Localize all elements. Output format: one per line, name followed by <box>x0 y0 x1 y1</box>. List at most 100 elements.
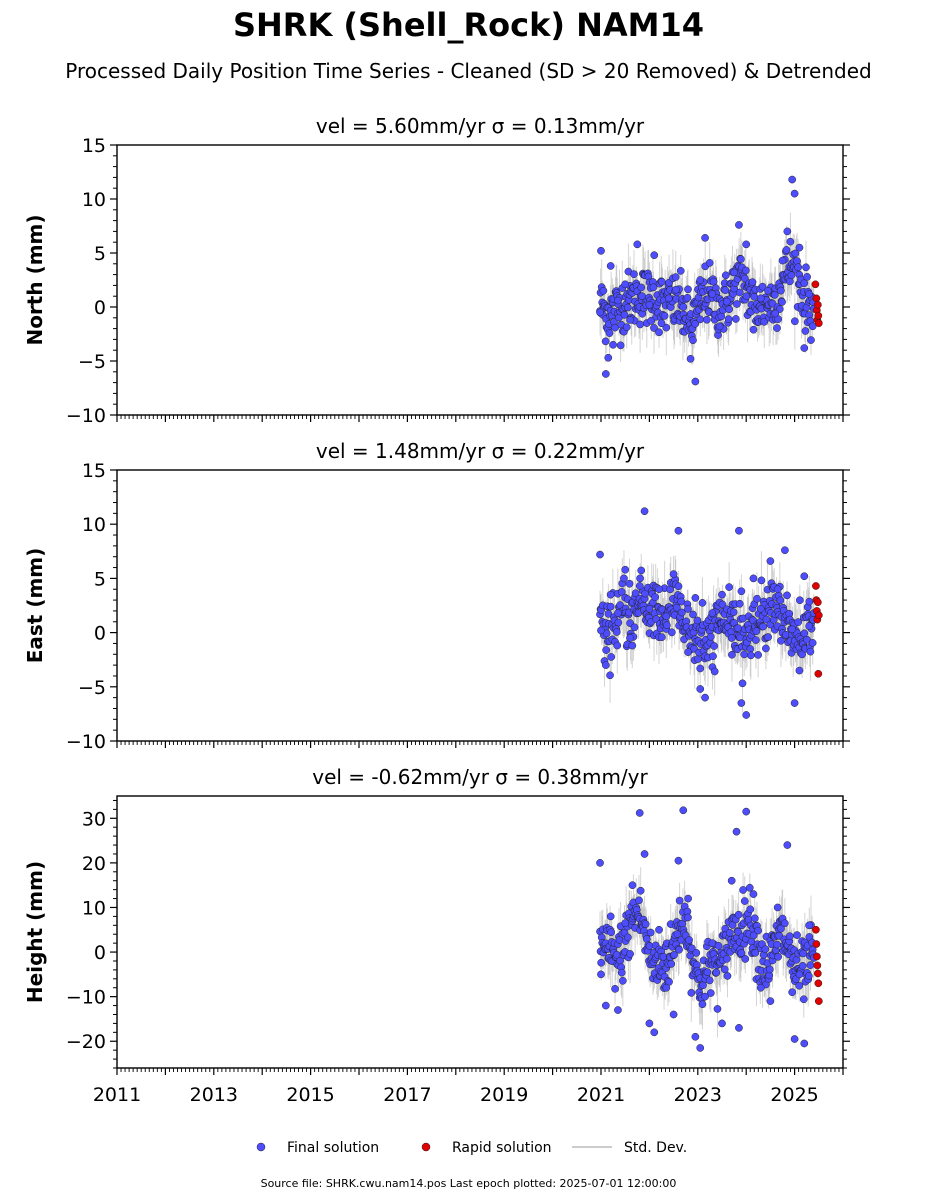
final-point <box>724 315 733 324</box>
final-point <box>617 588 626 596</box>
final-point <box>696 685 705 693</box>
final-point <box>739 886 747 894</box>
final-point <box>791 249 800 258</box>
final-point <box>725 583 734 591</box>
final-point <box>650 251 659 260</box>
chart-subtitle: Processed Daily Position Time Series - C… <box>65 59 871 83</box>
x-tick-label: 2015 <box>286 1084 334 1106</box>
final-point <box>624 303 632 312</box>
final-point <box>734 910 743 919</box>
final-point <box>636 886 645 895</box>
final-point <box>766 997 775 1005</box>
final-point <box>614 618 623 627</box>
final-point <box>691 594 700 602</box>
final-point <box>657 319 666 328</box>
final-point <box>619 976 627 985</box>
y-axis-label: Height (mm) <box>23 861 47 1003</box>
final-point <box>625 579 634 588</box>
final-point <box>738 679 747 688</box>
final-point <box>674 526 683 535</box>
final-point <box>628 881 637 890</box>
final-point <box>795 666 804 675</box>
panels: vel = 5.60mm/yr σ = 0.13mm/yr North (mm) −… <box>23 114 850 1106</box>
panel-1: vel = 5.60mm/yr σ = 0.13mm/yr North (mm) −… <box>23 114 850 427</box>
final-point <box>805 921 813 930</box>
y-tick-label: 30 <box>82 808 106 830</box>
final-point <box>764 286 772 295</box>
final-point <box>601 337 610 346</box>
final-point <box>794 263 803 272</box>
final-point <box>773 324 781 332</box>
final-point <box>708 939 717 947</box>
final-point <box>774 952 782 961</box>
final-point <box>614 296 622 305</box>
legend: Final solution Rapid solution Std. Dev. <box>256 1140 687 1156</box>
final-point <box>686 354 695 363</box>
final-point <box>626 634 634 642</box>
final-point <box>800 629 809 638</box>
final-point <box>750 292 759 301</box>
final-point <box>723 972 732 980</box>
final-point <box>689 336 697 345</box>
final-point <box>607 928 616 937</box>
final-point <box>601 370 610 378</box>
final-point <box>798 962 807 970</box>
final-point <box>799 995 808 1004</box>
final-point <box>795 981 804 990</box>
final-point <box>650 324 658 332</box>
final-point <box>621 280 630 289</box>
final-point <box>762 644 770 653</box>
final-point <box>737 699 746 707</box>
final-point <box>795 243 804 252</box>
final-point <box>808 322 817 331</box>
final-solution-points <box>596 806 818 1052</box>
final-point <box>756 604 765 613</box>
final-point <box>606 262 615 270</box>
final-point <box>638 292 646 301</box>
final-point <box>662 612 671 621</box>
final-point <box>766 557 775 565</box>
final-point <box>597 626 605 635</box>
final-point <box>781 546 789 555</box>
rapid-point <box>813 300 822 309</box>
final-point <box>782 246 791 254</box>
final-point <box>754 651 762 659</box>
final-point <box>777 286 785 295</box>
final-point <box>606 912 615 921</box>
final-point <box>708 290 717 298</box>
final-point <box>651 593 659 602</box>
final-point <box>793 931 801 939</box>
final-point <box>684 648 692 656</box>
final-point <box>727 876 736 885</box>
final-point <box>601 661 610 669</box>
final-point <box>687 989 696 997</box>
final-point <box>691 377 700 386</box>
chart-title: SHRK (Shell_Rock) NAM14 <box>233 6 704 44</box>
final-point <box>761 945 770 954</box>
final-point <box>722 297 731 306</box>
final-point <box>783 227 792 236</box>
final-point <box>674 582 683 591</box>
x-tick-label: 2023 <box>674 1084 722 1106</box>
legend-rapid-marker <box>421 1142 431 1152</box>
final-point <box>800 572 809 581</box>
rapid-point <box>814 311 823 320</box>
final-point <box>693 616 702 625</box>
final-point <box>778 298 786 306</box>
final-point <box>806 961 815 969</box>
final-point <box>662 323 671 332</box>
final-point <box>727 634 736 642</box>
final-point <box>728 650 736 659</box>
final-point <box>735 526 743 535</box>
final-point <box>785 932 794 941</box>
final-point <box>773 903 782 912</box>
final-point <box>805 622 813 630</box>
final-point <box>788 988 797 997</box>
x-tick-label: 2011 <box>93 1084 141 1106</box>
final-point <box>701 693 709 702</box>
final-point <box>749 574 758 583</box>
final-point <box>773 585 782 594</box>
final-point <box>626 316 634 324</box>
final-point <box>675 896 684 905</box>
y-tick-label: −5 <box>78 351 106 373</box>
